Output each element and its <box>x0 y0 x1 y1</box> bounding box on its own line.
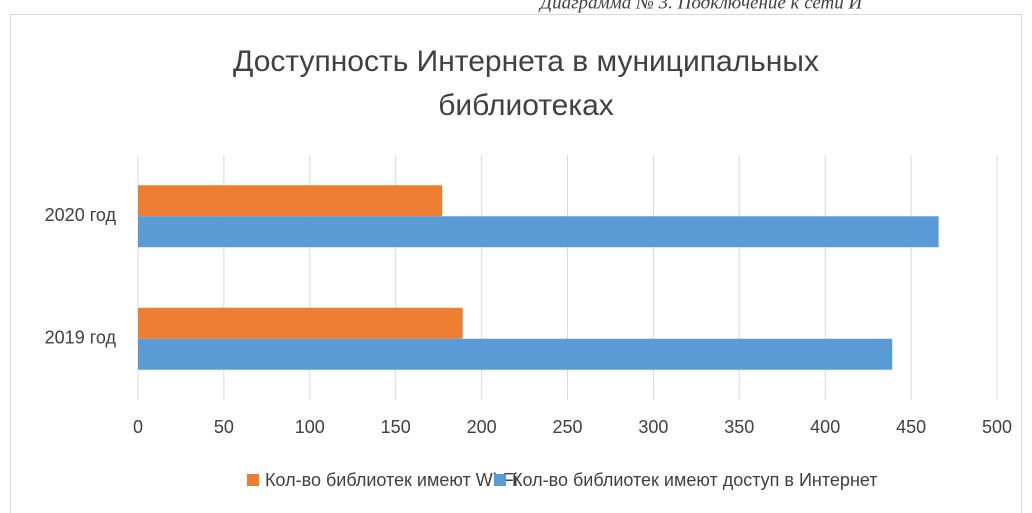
bar <box>138 338 893 370</box>
caption: Диаграмма № 3. Подключение к сети И <box>538 0 864 13</box>
bar <box>138 307 463 339</box>
legend-label: Кол-во библиотек имеют Wi-Fi <box>265 470 518 490</box>
y-tick-label: 2019 год <box>45 328 117 348</box>
legend-swatch <box>494 474 506 486</box>
y-tick-label: 2020 год <box>45 205 117 225</box>
x-tick-label: 50 <box>214 417 234 437</box>
chart-title: библиотеках <box>438 89 614 122</box>
chart-frame <box>10 14 1022 513</box>
x-tick-label: 450 <box>896 417 926 437</box>
x-tick-label: 200 <box>467 417 497 437</box>
x-tick-label: 300 <box>638 417 668 437</box>
x-tick-label: 500 <box>982 417 1012 437</box>
bar <box>138 185 443 217</box>
chart-title: Доступность Интернета в муниципальных <box>233 45 819 78</box>
x-tick-label: 150 <box>381 417 411 437</box>
x-tick-label: 100 <box>295 417 325 437</box>
x-tick-label: 250 <box>552 417 582 437</box>
x-tick-label: 400 <box>810 417 840 437</box>
legend-swatch <box>247 474 259 486</box>
x-tick-label: 0 <box>133 417 143 437</box>
bar <box>138 216 939 248</box>
legend-label: Кол-во библиотек имеют доступ в Интернет <box>512 470 878 490</box>
x-tick-label: 350 <box>724 417 754 437</box>
